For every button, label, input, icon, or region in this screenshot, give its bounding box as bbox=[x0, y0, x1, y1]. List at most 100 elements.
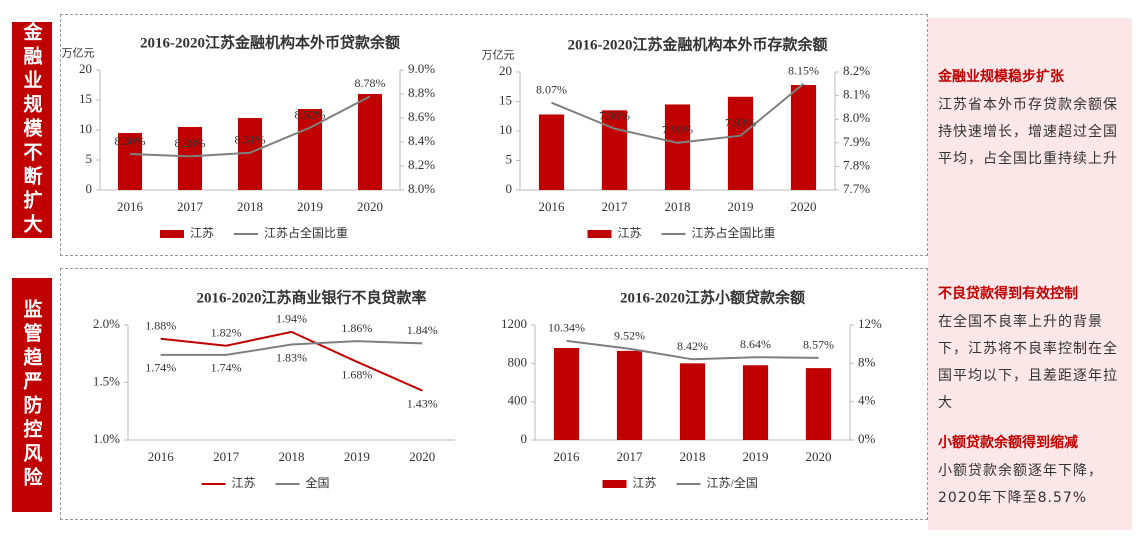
x-tick-label: 2018 bbox=[665, 199, 691, 214]
y-tick-label: 15 bbox=[79, 91, 92, 106]
y2-tick-label: 8.6% bbox=[408, 109, 435, 124]
chart-title: 2016-2020江苏小额贷款余额 bbox=[620, 288, 805, 306]
bar bbox=[616, 350, 643, 440]
line bbox=[160, 340, 423, 356]
y-tick-label: 5 bbox=[506, 151, 513, 166]
x-tick-label: 2020 bbox=[409, 449, 435, 464]
x-tick-label: 2018 bbox=[680, 449, 706, 464]
data-label: 8.57% bbox=[803, 338, 834, 352]
legend-label: 江苏 bbox=[633, 476, 657, 490]
data-label: 8.52% bbox=[295, 107, 326, 121]
note: 不良贷款得到有效控制 在全国不良率上升的背景下，江苏将不良率控制在全国平均以下，… bbox=[938, 283, 1118, 417]
x-tick-label: 2018 bbox=[237, 199, 263, 214]
data-label: 1.43% bbox=[407, 396, 438, 410]
data-label: 1.83% bbox=[276, 350, 307, 364]
y-tick-label: 5 bbox=[86, 151, 93, 166]
legend-label: 江苏占全国比重 bbox=[264, 225, 348, 240]
y2-tick-label: 7.9% bbox=[843, 134, 870, 149]
y-tick-label: 2.0% bbox=[93, 316, 120, 331]
y2-tick-label: 8.2% bbox=[843, 63, 870, 78]
y2-tick-label: 8.8% bbox=[408, 85, 435, 100]
data-label: 9.52% bbox=[614, 329, 645, 343]
y2-tick-label: 0% bbox=[858, 431, 876, 446]
x-tick-label: 2020 bbox=[806, 449, 832, 464]
note-text: 小额贷款余额逐年下降，2020年下降至8.57% bbox=[938, 463, 1103, 506]
chart-title: 2016-2020江苏金融机构本外币贷款余额 bbox=[140, 33, 400, 51]
note-heading: 不良贷款得到有效控制 bbox=[938, 286, 1078, 302]
y-tick-label: 15 bbox=[499, 92, 512, 107]
y2-tick-label: 8.0% bbox=[843, 110, 870, 125]
y-tick-label: 400 bbox=[508, 393, 528, 408]
bar bbox=[679, 363, 706, 440]
data-label: 8.42% bbox=[677, 339, 708, 353]
y-tick-label: 800 bbox=[508, 354, 528, 369]
data-label: 1.84% bbox=[407, 323, 438, 337]
data-label: 1.74% bbox=[211, 361, 242, 375]
x-tick-label: 2017 bbox=[213, 449, 240, 464]
legend-swatch bbox=[587, 230, 612, 238]
bar bbox=[538, 114, 565, 190]
data-label: 1.88% bbox=[145, 319, 176, 333]
line bbox=[566, 339, 819, 361]
section-label: 金融业规模不断扩大 bbox=[12, 22, 52, 238]
x-tick-label: 2016 bbox=[539, 199, 566, 214]
legend-label: 江苏 bbox=[618, 226, 642, 240]
y2-tick-label: 9.0% bbox=[408, 61, 435, 76]
y-tick-label: 20 bbox=[79, 61, 92, 76]
bar bbox=[790, 84, 817, 190]
y-tick-label: 1200 bbox=[501, 316, 527, 331]
x-tick-label: 2019 bbox=[728, 199, 754, 214]
data-label: 10.34% bbox=[548, 321, 585, 335]
y-tick-label: 10 bbox=[499, 122, 512, 137]
notes-panel bbox=[928, 18, 1132, 530]
data-label: 1.82% bbox=[211, 325, 242, 339]
x-tick-label: 2017 bbox=[177, 199, 204, 214]
x-tick-label: 2020 bbox=[357, 199, 383, 214]
x-tick-label: 2018 bbox=[279, 449, 305, 464]
x-tick-label: 2019 bbox=[297, 199, 323, 214]
y-tick-label: 10 bbox=[79, 121, 92, 136]
x-tick-label: 2016 bbox=[117, 199, 144, 214]
y2-tick-label: 8% bbox=[858, 354, 876, 369]
bar bbox=[727, 96, 754, 190]
note: 金融业规模稳步扩张 江苏省本外币存贷款余额保持快速增长，增速超过全国平均，占全国… bbox=[938, 66, 1118, 173]
note-heading: 金融业规模稳步扩张 bbox=[938, 69, 1064, 85]
legend-label: 江苏 bbox=[232, 476, 256, 490]
note-heading: 小额贷款余额得到缩减 bbox=[938, 435, 1078, 451]
y-tick-label: 0 bbox=[86, 181, 93, 196]
line bbox=[129, 95, 371, 158]
bar bbox=[742, 365, 769, 440]
data-label: 8.31% bbox=[235, 133, 266, 147]
y2-tick-label: 8.2% bbox=[408, 157, 435, 172]
bar bbox=[601, 110, 628, 190]
y2-tick-label: 4% bbox=[858, 393, 876, 408]
bar bbox=[358, 94, 382, 190]
y-tick-label: 20 bbox=[499, 63, 512, 78]
x-tick-label: 2017 bbox=[602, 199, 629, 214]
bar bbox=[664, 104, 691, 190]
data-label: 1.74% bbox=[145, 361, 176, 375]
x-tick-label: 2019 bbox=[743, 449, 769, 464]
y-tick-label: 1.0% bbox=[93, 431, 120, 446]
note: 小额贷款余额得到缩减 小额贷款余额逐年下降，2020年下降至8.57% bbox=[938, 432, 1118, 512]
note-text: 江苏省本外币存贷款余额保持快速增长，增速超过全国平均，占全国比重持续上升 bbox=[938, 97, 1118, 167]
y2-tick-label: 7.8% bbox=[843, 157, 870, 172]
legend-swatch bbox=[160, 230, 184, 238]
y-tick-label: 0 bbox=[521, 431, 528, 446]
section-label: 监管趋严防控风险 bbox=[12, 278, 52, 512]
data-label: 8.64% bbox=[740, 337, 771, 351]
data-label: 8.28% bbox=[175, 136, 206, 150]
note-text: 在全国不良率上升的背景下，江苏将不良率控制在全国平均以下，且差距逐年拉大 bbox=[938, 314, 1118, 411]
legend-label: 江苏/全国 bbox=[707, 475, 758, 490]
x-tick-label: 2019 bbox=[344, 449, 370, 464]
legend-label: 江苏占全国比重 bbox=[692, 225, 776, 240]
legend-label: 全国 bbox=[306, 475, 330, 490]
bar bbox=[805, 368, 832, 440]
data-label: 8.07% bbox=[536, 82, 567, 96]
data-label: 1.94% bbox=[276, 312, 307, 326]
y2-tick-label: 8.1% bbox=[843, 87, 870, 102]
data-label: 7.96% bbox=[599, 108, 630, 122]
y2-tick-label: 7.7% bbox=[843, 181, 870, 196]
